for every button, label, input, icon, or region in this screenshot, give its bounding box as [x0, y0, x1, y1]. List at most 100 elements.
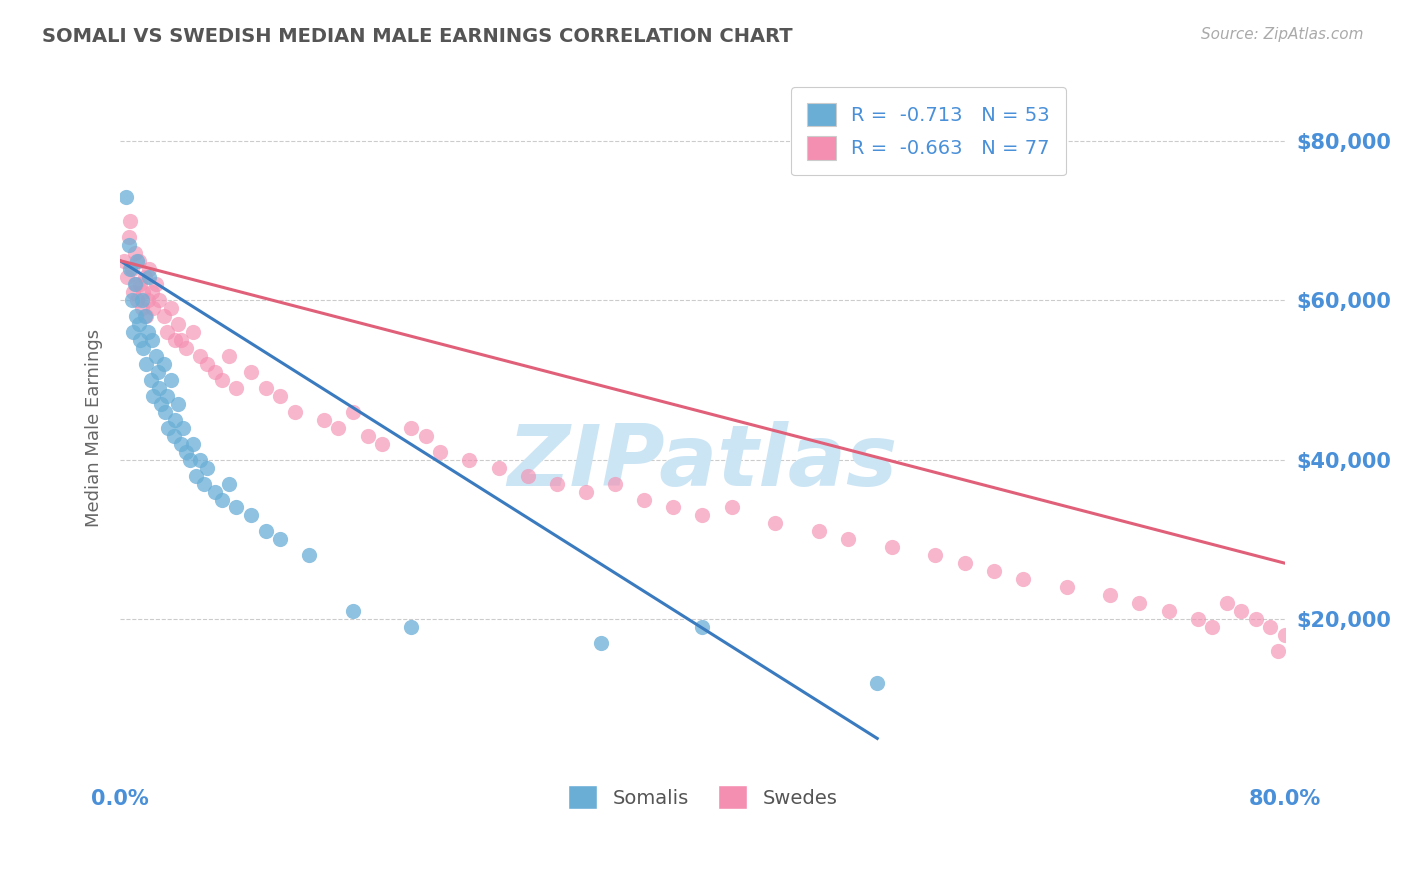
Point	[120, 214, 142, 228]
Point	[763, 516, 786, 531]
Point	[692, 620, 714, 634]
Point	[399, 620, 422, 634]
Point	[125, 277, 148, 292]
Point	[153, 405, 176, 419]
Point	[342, 604, 364, 618]
Point	[204, 365, 226, 379]
Point	[880, 541, 903, 555]
Point	[328, 421, 350, 435]
Point	[131, 301, 153, 316]
Point	[170, 437, 193, 451]
Text: ZIPatlas: ZIPatlas	[508, 421, 897, 504]
Point	[122, 285, 145, 300]
Legend: Somalis, Swedes: Somalis, Swedes	[553, 770, 853, 824]
Point	[122, 326, 145, 340]
Point	[1216, 596, 1239, 610]
Point	[163, 429, 186, 443]
Point	[165, 333, 187, 347]
Point	[240, 508, 263, 523]
Point	[633, 492, 655, 507]
Point	[188, 452, 211, 467]
Point	[399, 421, 422, 435]
Point	[138, 269, 160, 284]
Point	[983, 564, 1005, 578]
Point	[131, 293, 153, 308]
Text: Source: ZipAtlas.com: Source: ZipAtlas.com	[1201, 27, 1364, 42]
Point	[135, 357, 157, 371]
Point	[125, 310, 148, 324]
Point	[127, 253, 149, 268]
Point	[127, 293, 149, 308]
Point	[589, 636, 612, 650]
Point	[254, 524, 277, 539]
Point	[120, 261, 142, 276]
Point	[117, 269, 139, 284]
Point	[181, 326, 204, 340]
Point	[129, 277, 152, 292]
Point	[298, 548, 321, 562]
Point	[603, 476, 626, 491]
Point	[134, 269, 156, 284]
Point	[179, 452, 201, 467]
Point	[148, 381, 170, 395]
Point	[149, 397, 172, 411]
Point	[124, 277, 146, 292]
Point	[121, 293, 143, 308]
Point	[128, 318, 150, 332]
Point	[356, 429, 378, 443]
Point	[155, 389, 177, 403]
Y-axis label: Median Male Earnings: Median Male Earnings	[86, 329, 103, 527]
Point	[141, 285, 163, 300]
Point	[953, 556, 976, 570]
Point	[1056, 580, 1078, 594]
Point	[269, 533, 291, 547]
Point	[516, 468, 538, 483]
Point	[135, 310, 157, 324]
Text: SOMALI VS SWEDISH MEDIAN MALE EARNINGS CORRELATION CHART: SOMALI VS SWEDISH MEDIAN MALE EARNINGS C…	[42, 27, 793, 45]
Point	[167, 397, 190, 411]
Point	[134, 310, 156, 324]
Point	[662, 500, 685, 515]
Point	[142, 389, 165, 403]
Point	[807, 524, 830, 539]
Point	[692, 508, 714, 523]
Point	[145, 277, 167, 292]
Point	[195, 460, 218, 475]
Point	[152, 357, 174, 371]
Point	[429, 444, 451, 458]
Point	[172, 421, 194, 435]
Point	[1230, 604, 1253, 618]
Point	[136, 326, 159, 340]
Point	[269, 389, 291, 403]
Point	[240, 365, 263, 379]
Point	[195, 357, 218, 371]
Point	[575, 484, 598, 499]
Point	[118, 229, 141, 244]
Point	[1157, 604, 1180, 618]
Point	[157, 421, 180, 435]
Point	[1244, 612, 1267, 626]
Point	[138, 261, 160, 276]
Point	[160, 301, 183, 316]
Point	[1012, 572, 1035, 586]
Point	[145, 349, 167, 363]
Point	[193, 476, 215, 491]
Point	[112, 253, 135, 268]
Point	[174, 444, 197, 458]
Point	[121, 261, 143, 276]
Point	[204, 484, 226, 499]
Point	[211, 373, 233, 387]
Point	[160, 373, 183, 387]
Point	[1128, 596, 1150, 610]
Point	[312, 413, 335, 427]
Point	[170, 333, 193, 347]
Point	[174, 341, 197, 355]
Point	[181, 437, 204, 451]
Point	[1267, 644, 1289, 658]
Point	[284, 405, 307, 419]
Point	[184, 468, 207, 483]
Point	[458, 452, 481, 467]
Point	[124, 245, 146, 260]
Point	[142, 301, 165, 316]
Point	[218, 349, 240, 363]
